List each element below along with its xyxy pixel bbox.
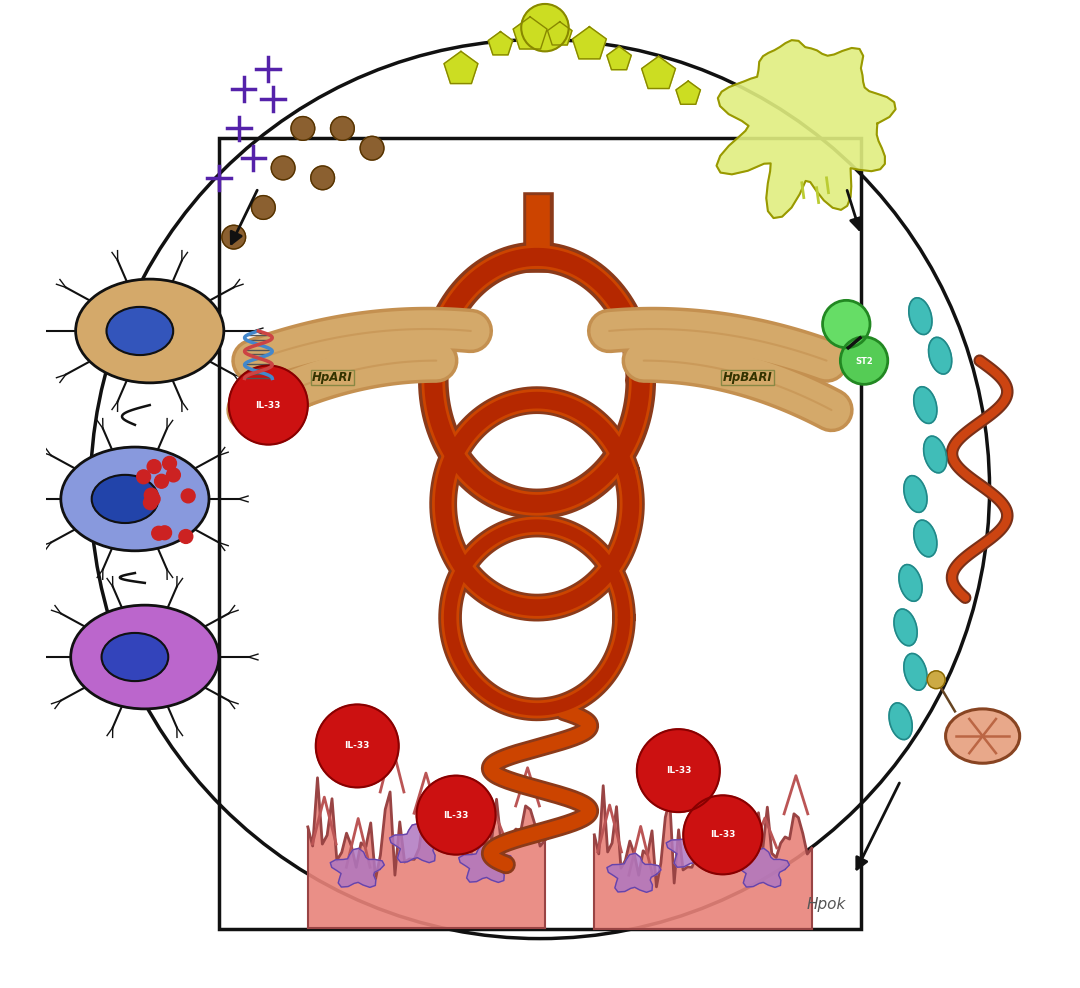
Circle shape [137, 470, 150, 484]
Polygon shape [308, 778, 545, 928]
Circle shape [417, 776, 496, 855]
Polygon shape [716, 41, 895, 218]
Polygon shape [642, 56, 675, 89]
Polygon shape [548, 22, 572, 45]
Text: IL-33: IL-33 [665, 766, 691, 776]
Text: HpBARI: HpBARI [723, 370, 772, 384]
Circle shape [823, 300, 870, 348]
Ellipse shape [904, 475, 927, 513]
Polygon shape [666, 829, 720, 867]
Text: Hpok: Hpok [807, 896, 847, 912]
Polygon shape [607, 46, 631, 70]
Polygon shape [444, 51, 477, 84]
Ellipse shape [76, 279, 224, 383]
Circle shape [181, 489, 195, 503]
Ellipse shape [92, 475, 159, 523]
Polygon shape [594, 785, 812, 929]
Ellipse shape [894, 609, 917, 646]
Polygon shape [572, 27, 606, 59]
Ellipse shape [946, 709, 1020, 763]
Text: ST2: ST2 [855, 357, 873, 367]
Polygon shape [676, 81, 701, 105]
Ellipse shape [70, 605, 219, 709]
Ellipse shape [923, 436, 947, 473]
Text: IL-33: IL-33 [443, 810, 469, 820]
Circle shape [145, 488, 158, 502]
Text: IL-33: IL-33 [256, 400, 281, 410]
Ellipse shape [914, 520, 936, 557]
Ellipse shape [107, 307, 173, 355]
Ellipse shape [929, 337, 951, 374]
Circle shape [154, 474, 168, 488]
Circle shape [928, 671, 945, 689]
Circle shape [311, 166, 335, 190]
Circle shape [221, 225, 245, 249]
Polygon shape [607, 854, 661, 892]
Text: IL-33: IL-33 [345, 741, 370, 751]
Polygon shape [459, 844, 513, 882]
Circle shape [163, 456, 176, 470]
Circle shape [330, 117, 354, 140]
Polygon shape [390, 824, 444, 863]
Polygon shape [735, 849, 789, 887]
Circle shape [229, 366, 308, 445]
Text: IL-33: IL-33 [710, 830, 735, 840]
Polygon shape [330, 849, 384, 887]
Circle shape [294, 371, 308, 385]
Ellipse shape [914, 386, 936, 424]
Circle shape [166, 468, 180, 482]
Circle shape [321, 381, 335, 395]
Circle shape [522, 4, 569, 51]
Circle shape [309, 366, 323, 379]
Ellipse shape [60, 447, 210, 551]
Circle shape [146, 492, 160, 506]
Ellipse shape [904, 653, 927, 691]
Ellipse shape [889, 702, 913, 740]
Circle shape [291, 117, 314, 140]
Polygon shape [488, 32, 513, 55]
Circle shape [152, 527, 165, 540]
Circle shape [158, 526, 172, 539]
Ellipse shape [908, 297, 932, 335]
Circle shape [144, 496, 158, 510]
Circle shape [361, 136, 383, 160]
Circle shape [684, 795, 762, 874]
Circle shape [315, 704, 399, 787]
Circle shape [637, 729, 719, 812]
Circle shape [301, 392, 314, 406]
Text: HpARI: HpARI [312, 370, 353, 384]
Circle shape [252, 196, 275, 219]
Polygon shape [513, 17, 548, 49]
Circle shape [147, 459, 161, 473]
Circle shape [281, 387, 295, 401]
Circle shape [179, 530, 192, 543]
Circle shape [840, 337, 888, 384]
Ellipse shape [102, 633, 168, 681]
Ellipse shape [899, 564, 922, 602]
Circle shape [271, 156, 295, 180]
